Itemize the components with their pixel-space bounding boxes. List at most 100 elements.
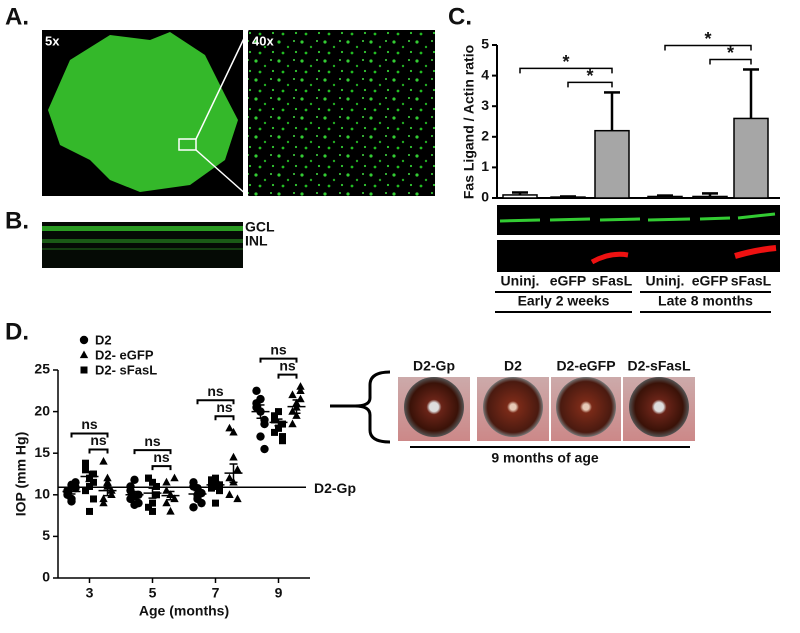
data-point bbox=[145, 503, 152, 511]
blot-band bbox=[734, 245, 777, 259]
data-point bbox=[130, 475, 139, 485]
bar bbox=[647, 195, 683, 199]
layer-band bbox=[42, 226, 243, 231]
y-tick-label: 0 bbox=[42, 569, 50, 585]
data-point bbox=[99, 498, 108, 507]
data-point bbox=[233, 494, 242, 503]
data-point bbox=[166, 506, 175, 515]
data-point bbox=[271, 412, 278, 420]
data-point bbox=[229, 427, 238, 436]
data-point bbox=[189, 482, 198, 491]
group-label: Late 8 months bbox=[658, 293, 753, 309]
data-point bbox=[90, 495, 97, 503]
panel-letter: A. bbox=[5, 3, 29, 30]
blot-band bbox=[590, 251, 629, 265]
data-point bbox=[103, 477, 112, 486]
y-axis-label: Fas Ligand / Actin ratio bbox=[461, 45, 477, 199]
y-tick-label: 5 bbox=[481, 36, 489, 52]
photo-label: D2-eGFP bbox=[556, 358, 615, 374]
data-point bbox=[225, 490, 234, 498]
zoom-image bbox=[248, 30, 435, 196]
data-point bbox=[149, 507, 156, 515]
data-point bbox=[107, 490, 116, 498]
significance-bracket bbox=[567, 81, 613, 88]
y-tick-label: 15 bbox=[34, 444, 50, 460]
data-point bbox=[67, 497, 76, 506]
eye bbox=[483, 377, 543, 437]
significance-mark: * bbox=[562, 52, 569, 72]
bar bbox=[692, 195, 728, 199]
y-axis-label: IOP (mm Hg) bbox=[13, 432, 29, 517]
y-tick-label: 10 bbox=[34, 486, 50, 502]
data-point bbox=[279, 420, 286, 428]
layer-band bbox=[42, 248, 243, 250]
ns-label: ns bbox=[90, 432, 107, 448]
ns-label: ns bbox=[81, 416, 98, 432]
photo-caption: 9 months of age bbox=[491, 450, 599, 466]
data-point bbox=[71, 483, 80, 492]
significance-bracket bbox=[519, 67, 613, 74]
group-label: Early 2 weeks bbox=[518, 293, 610, 309]
data-point bbox=[275, 408, 282, 416]
x-tick-label: Uninj. bbox=[501, 273, 540, 289]
panel-letter: D. bbox=[5, 318, 29, 345]
significance-mark: * bbox=[704, 29, 711, 49]
data-point bbox=[82, 466, 89, 474]
x-tick-label: 5 bbox=[149, 585, 157, 601]
brace bbox=[330, 370, 391, 444]
data-point bbox=[233, 465, 242, 473]
data-point bbox=[296, 394, 305, 403]
photo-label: D2-sFasL bbox=[627, 358, 690, 374]
data-point bbox=[99, 456, 108, 465]
x-tick-label: 7 bbox=[212, 585, 220, 601]
panel-a: A. 5x 40x bbox=[5, 3, 435, 197]
panel-letter: C. bbox=[448, 3, 472, 30]
data-point bbox=[229, 452, 238, 461]
data-point bbox=[256, 394, 265, 404]
data-point bbox=[149, 478, 156, 486]
data-point bbox=[162, 477, 171, 486]
ns-bracket bbox=[88, 448, 109, 454]
y-tick-label: 20 bbox=[34, 402, 50, 418]
data-point bbox=[288, 390, 297, 399]
data-point bbox=[86, 507, 93, 515]
data-point bbox=[212, 499, 219, 507]
y-tick-label: 1 bbox=[481, 158, 489, 174]
data-point bbox=[153, 482, 160, 490]
data-point bbox=[288, 419, 297, 428]
reference-label: D2-Gp bbox=[314, 480, 356, 496]
zoom-box bbox=[178, 138, 197, 151]
photo-label: D2 bbox=[504, 358, 522, 374]
y-tick-label: 2 bbox=[481, 128, 489, 144]
data-point bbox=[90, 478, 97, 486]
data-point bbox=[296, 386, 305, 394]
data-point bbox=[208, 476, 215, 484]
layer-band bbox=[42, 239, 243, 243]
data-point bbox=[153, 491, 160, 499]
data-point bbox=[149, 499, 156, 507]
panel-c: C. bbox=[448, 3, 780, 272]
data-point bbox=[82, 487, 89, 495]
ns-bracket bbox=[70, 432, 109, 438]
data-point bbox=[256, 432, 265, 441]
x-axis-label: Age (months) bbox=[139, 603, 229, 619]
bar bbox=[502, 194, 538, 199]
ns-bracket bbox=[196, 399, 235, 405]
retina-flatmount bbox=[48, 32, 238, 192]
panel-d: D. D2-Gp D2 D2-eGFP D2-sFasL 9 months of… bbox=[5, 318, 695, 466]
data-point bbox=[271, 416, 278, 424]
data-point bbox=[189, 503, 198, 512]
y-tick-label: 0 bbox=[481, 189, 489, 205]
data-point bbox=[99, 494, 108, 503]
photo-label: D2-Gp bbox=[413, 358, 455, 374]
bar bbox=[594, 129, 630, 199]
layer-label: INL bbox=[245, 233, 268, 249]
significance-bracket bbox=[709, 58, 752, 65]
data-point bbox=[292, 411, 301, 419]
data-point bbox=[145, 474, 152, 482]
significance-mark: * bbox=[586, 66, 593, 86]
eye bbox=[629, 377, 689, 437]
significance-bracket bbox=[664, 44, 752, 51]
data-point bbox=[216, 487, 223, 495]
ns-label: ns bbox=[270, 341, 287, 357]
